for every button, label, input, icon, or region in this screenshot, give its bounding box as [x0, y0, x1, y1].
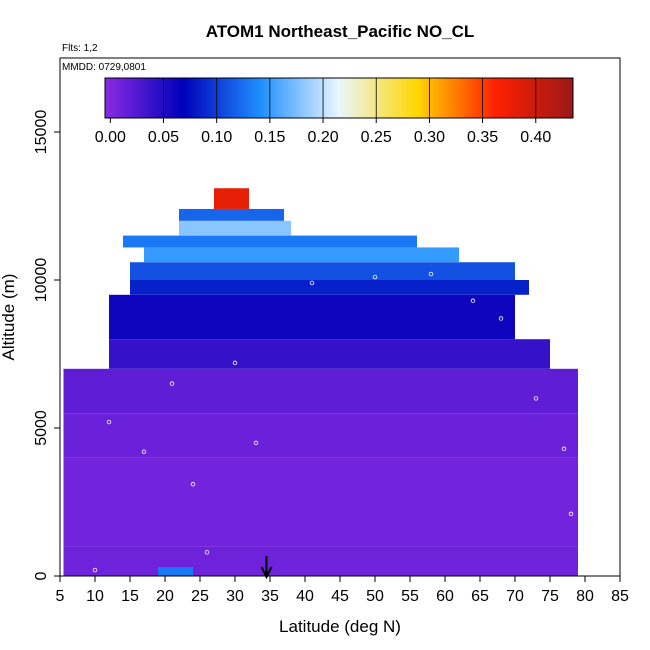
heatmap-cell: [63, 457, 578, 547]
x-tick-label: 75: [541, 588, 559, 605]
heatmap-cell: [109, 339, 550, 369]
x-tick-label: 65: [471, 588, 489, 605]
arrow-head: [260, 566, 273, 580]
colorbar-tick-label: 0.05: [148, 129, 179, 146]
colorbar-tick-label: 0.00: [95, 129, 126, 146]
plot-area: [63, 188, 578, 576]
x-tick-label: 60: [436, 588, 454, 605]
colorbar-tick-label: 0.25: [361, 129, 392, 146]
x-tick-label: 55: [401, 588, 419, 605]
y-tick-label: 15000: [33, 110, 50, 155]
observation-point: [141, 449, 147, 454]
x-tick-label: 85: [611, 588, 629, 605]
y-axis-label: Altitude (m): [0, 274, 18, 361]
heatmap-cell: [63, 546, 578, 576]
colorbar-tick-label: 0.15: [254, 129, 285, 146]
observation-point: [561, 446, 567, 451]
colorbar-tick-label: 0.30: [414, 129, 445, 146]
colorbar-tick-label: 0.20: [307, 129, 338, 146]
x-axis-label: Latitude (deg N): [279, 617, 401, 636]
chart-title: ATOM1 Northeast_Pacific NO_CL: [206, 22, 475, 41]
heatmap-cell: [130, 262, 515, 280]
colorbar-tick-label: 0.35: [467, 129, 498, 146]
colorbar-tick-label: 0.10: [201, 129, 232, 146]
observation-point: [232, 360, 238, 366]
x-tick-label: 40: [296, 588, 314, 605]
heatmap-cell: [123, 235, 417, 248]
observation-point: [190, 482, 196, 487]
observation-point: [169, 381, 175, 386]
observation-point: [106, 419, 112, 425]
observation-point: [372, 274, 378, 280]
observation-points: [71, 271, 574, 573]
x-tick-label: 15: [121, 588, 139, 605]
observation-point: [428, 271, 434, 277]
dates-annotation: MMDD: 0729,0801: [62, 62, 146, 73]
observation-point: [498, 316, 504, 321]
observation-point: [568, 511, 574, 517]
heatmap-cell: [179, 220, 291, 236]
x-axis: 5 10 15 20 25 30 35 40 45 50 55 60 65 70 75 80 85: [56, 576, 629, 605]
x-tick-label: 50: [366, 588, 384, 605]
heatmap-cell: [130, 280, 529, 295]
flights-annotation: Flts: 1,2: [62, 43, 98, 54]
x-tick-label: 25: [191, 588, 209, 605]
observation-point: [204, 550, 210, 555]
observation-point: [470, 298, 476, 303]
observation-point: [533, 396, 539, 401]
x-tick-label: 45: [331, 588, 349, 605]
heatmap-cell: [214, 188, 249, 209]
colorbar-ticks: 0.00 0.05 0.10 0.15 0.20 0.25 0.30 0.35 0.40: [95, 78, 551, 146]
heatmap-cell: [63, 368, 578, 414]
observation-point: [92, 322, 98, 327]
y-tick-label: 0: [33, 571, 50, 580]
observation-point: [71, 283, 77, 289]
observation-point: [92, 567, 98, 573]
x-tick-label: 30: [226, 588, 244, 605]
observation-point: [253, 440, 259, 445]
heatmap-cell: [158, 567, 193, 576]
heatmap-cell: [179, 208, 284, 221]
x-tick-label: 80: [576, 588, 594, 605]
heatmap-cell: [109, 294, 515, 340]
x-tick-label: 10: [86, 588, 104, 605]
x-tick-label: 35: [261, 588, 279, 605]
y-axis: 0 5000 10000 15000: [33, 110, 60, 580]
colorbar-scale: [104, 77, 574, 119]
colorbar-tick-label: 0.40: [520, 129, 551, 146]
x-tick-label: 70: [506, 588, 524, 605]
x-tick-label: 20: [156, 588, 174, 605]
heatmap-cell: [63, 413, 578, 458]
y-tick-label: 5000: [33, 410, 50, 446]
x-tick-label: 5: [56, 588, 65, 605]
heatmap-cell: [144, 247, 459, 263]
latitude-marker-arrow: [260, 556, 273, 580]
observation-point: [309, 280, 315, 286]
colorbar: 0.00 0.05 0.10 0.15 0.20 0.25 0.30 0.35 0.40: [95, 77, 574, 146]
y-tick-label: 10000: [33, 258, 50, 303]
